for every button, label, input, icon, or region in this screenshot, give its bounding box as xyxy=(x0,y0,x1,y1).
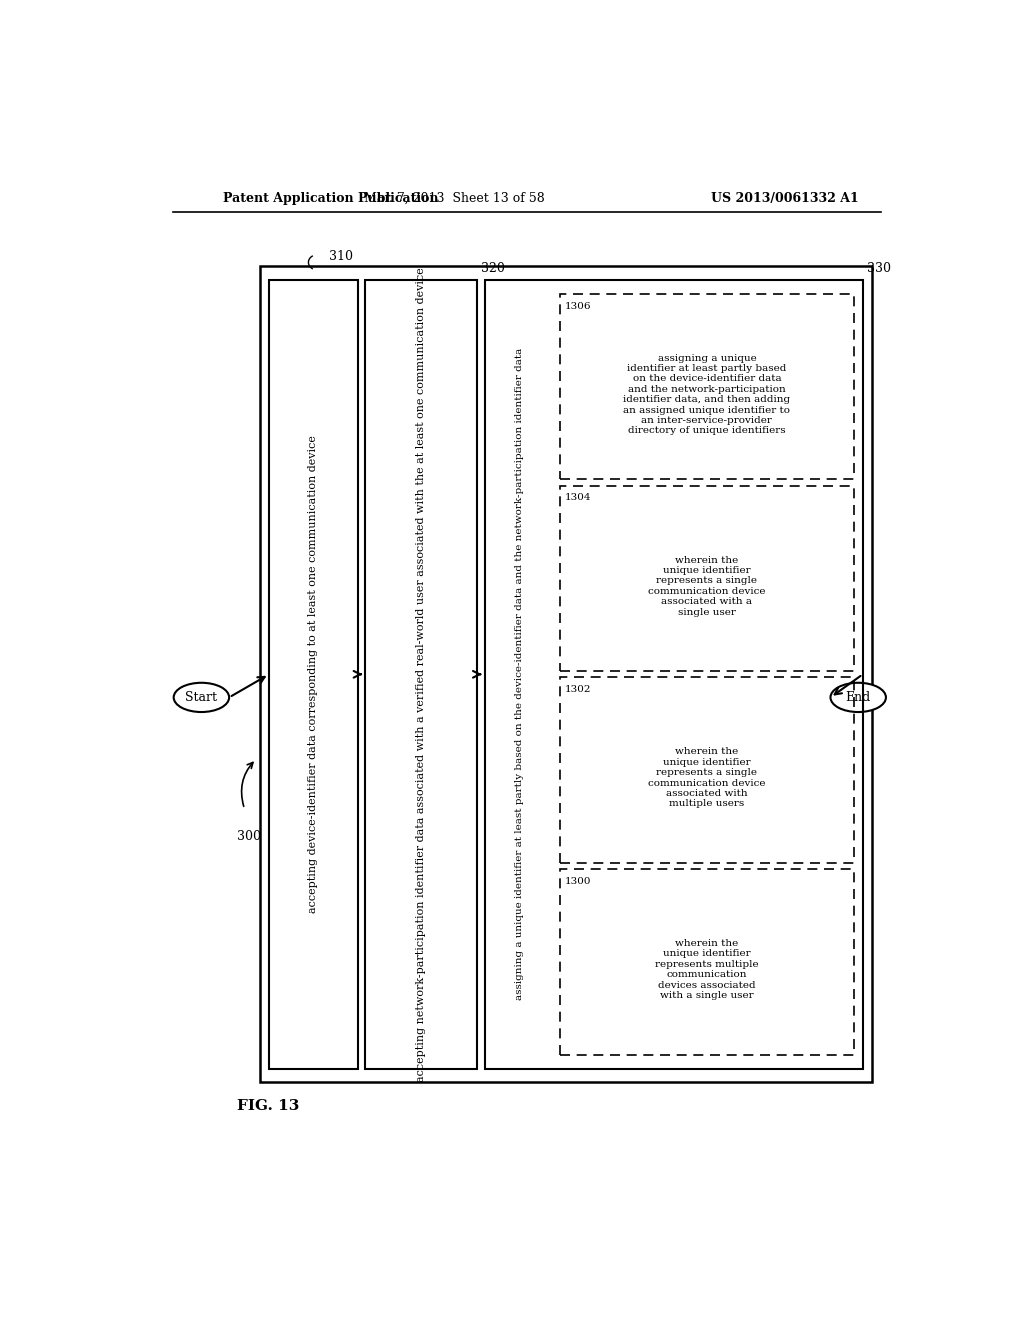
Text: 1300: 1300 xyxy=(565,876,591,886)
Text: accepting network-participation identifier data associated with a verified real-: accepting network-participation identifi… xyxy=(416,267,426,1081)
Bar xyxy=(269,280,357,1069)
Bar xyxy=(366,280,477,1069)
Text: End: End xyxy=(846,690,870,704)
Text: Patent Application Publication: Patent Application Publication xyxy=(223,191,438,205)
Ellipse shape xyxy=(174,682,229,711)
Text: Start: Start xyxy=(185,690,217,704)
Text: US 2013/0061332 A1: US 2013/0061332 A1 xyxy=(712,191,859,205)
Ellipse shape xyxy=(830,682,886,711)
Bar xyxy=(484,280,863,1069)
Bar xyxy=(260,267,872,1082)
Bar xyxy=(560,677,854,863)
Text: accepting device-identifier data corresponding to at least one communication dev: accepting device-identifier data corresp… xyxy=(308,436,318,913)
Text: wherein the
unique identifier
represents multiple
communication
devices associat: wherein the unique identifier represents… xyxy=(655,939,759,1001)
Text: 1304: 1304 xyxy=(565,494,591,503)
Bar xyxy=(560,869,854,1055)
Text: assigning a unique
identifier at least partly based
on the device-identifier dat: assigning a unique identifier at least p… xyxy=(624,354,791,436)
Text: wherein the
unique identifier
represents a single
communication device
associate: wherein the unique identifier represents… xyxy=(648,747,766,808)
Text: 300: 300 xyxy=(237,829,261,842)
Text: wherein the
unique identifier
represents a single
communication device
associate: wherein the unique identifier represents… xyxy=(648,556,766,616)
Text: Mar. 7, 2013  Sheet 13 of 58: Mar. 7, 2013 Sheet 13 of 58 xyxy=(364,191,545,205)
Text: FIG. 13: FIG. 13 xyxy=(237,1098,299,1113)
Text: 330: 330 xyxy=(866,261,891,275)
Text: 1306: 1306 xyxy=(565,302,591,310)
Text: 310: 310 xyxy=(330,251,353,264)
Text: 320: 320 xyxy=(481,261,505,275)
Text: assigning a unique identifier at least partly based on the device-identifier dat: assigning a unique identifier at least p… xyxy=(515,348,524,1001)
Bar xyxy=(560,486,854,671)
Bar xyxy=(560,294,854,479)
Text: 1302: 1302 xyxy=(565,685,591,694)
